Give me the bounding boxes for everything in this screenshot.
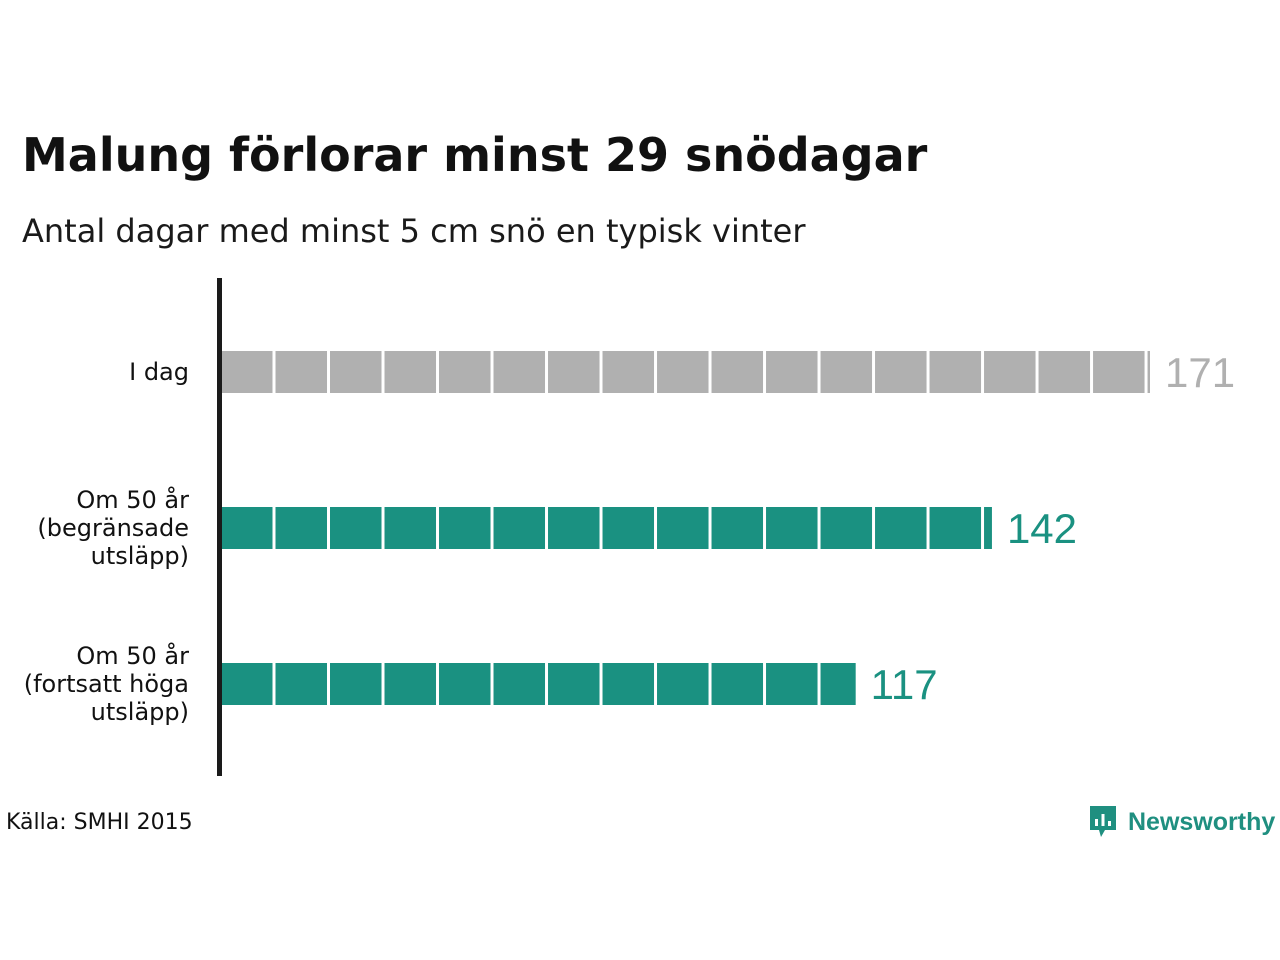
bar-segment [875,507,927,549]
value-label: 142 [1007,505,1077,552]
bar-segment [711,507,764,549]
bar-segment [820,351,873,393]
bar-segment [384,351,437,393]
bar-segment [820,507,873,549]
bar-segment [493,507,546,549]
bar-segment [766,663,818,705]
bar-segment [766,351,818,393]
bar-segment [657,663,709,705]
bar-segment [657,507,709,549]
y-axis-line [217,278,222,776]
bar-segment [984,507,992,549]
category-label: Om 50 år [76,485,189,514]
bar-segment [330,663,382,705]
bar-segment [711,351,764,393]
bar-segment [548,507,600,549]
bar-segment [602,507,655,549]
brand-name: Newsworthy [1128,807,1276,836]
bar-segment [929,351,982,393]
bar-segment [275,507,328,549]
bar-segment [221,507,273,549]
bar-segment [439,663,491,705]
chart-subtitle: Antal dagar med minst 5 cm snö en typisk… [22,212,806,250]
bar-segment [657,351,709,393]
chart-title: Malung förlorar minst 29 snödagar [22,128,928,182]
bar-segment [493,663,546,705]
bar-segment [602,351,655,393]
bar-segment [493,351,546,393]
bar-segment [384,507,437,549]
bar-segment [221,663,273,705]
bar-segment [548,351,600,393]
category-label: (begränsade [37,514,189,542]
bar-segment [439,351,491,393]
newsworthy-chart-bubble-icon [1090,806,1116,837]
bar-segment [875,351,927,393]
category-label: I dag [129,358,189,386]
bar-segment [602,663,655,705]
bar-segment [439,507,491,549]
bar-segment [275,351,328,393]
newsworthy-logo: Newsworthy [1088,804,1275,840]
source-note: Källa: SMHI 2015 [6,810,193,835]
value-label: 117 [871,661,938,708]
bar-segment [1038,351,1091,393]
bar-segment [929,507,982,549]
bar-segment [984,351,1036,393]
bar-segment [275,663,328,705]
bar-segment [820,663,856,705]
category-label: (fortsatt höga [24,670,189,698]
bar-segment [384,663,437,705]
category-label: Om 50 år [76,641,189,670]
bar-segment [766,507,818,549]
category-label: utsläpp) [91,698,189,726]
bar-segment [711,663,764,705]
bar-segment [330,351,382,393]
category-label: utsläpp) [91,542,189,570]
bar-segment [1147,351,1150,393]
bar-segment [330,507,382,549]
bar-segment [221,351,273,393]
bar-segment [1093,351,1145,393]
value-label: 171 [1165,349,1235,396]
bar-segment [548,663,600,705]
